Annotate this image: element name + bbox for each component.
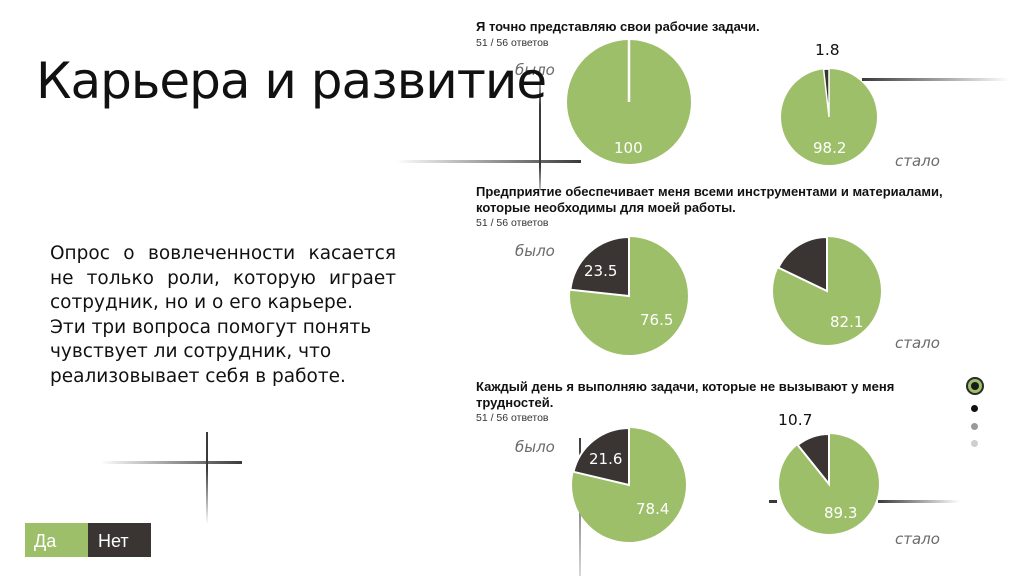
legend-item-no: Нет (88, 523, 151, 557)
pie-value-yes: 78.4 (636, 500, 670, 518)
description-line: Эти три вопроса помогут понять (50, 316, 372, 338)
response-count: 51 / 56 ответов (476, 412, 549, 424)
question-title-line: Каждый день я выполняю задачи, которые н… (476, 379, 895, 394)
pie-svg (773, 235, 881, 345)
pie-value-no: 10.7 (778, 411, 813, 429)
response-count: 51 / 56 ответов (476, 217, 549, 229)
question-title-line: которые необходимы для моей работы. (476, 200, 736, 215)
pie-svg (567, 40, 691, 164)
pie-chart-q2-after: 82.1 (773, 235, 881, 345)
label-before: было (515, 438, 555, 456)
label-before: было (515, 242, 555, 260)
question-title: Каждый день я выполняю задачи, которые н… (476, 379, 894, 411)
pie-chart-q3-before: 21.6 78.4 (572, 426, 686, 542)
decorative-line (878, 500, 960, 503)
question-title-line: трудностей. (476, 395, 554, 410)
pie-value-yes: 76.5 (640, 311, 674, 329)
decorative-line (769, 500, 777, 503)
label-after: стало (895, 530, 940, 548)
label-before: было (515, 61, 555, 79)
label-after: стало (895, 152, 940, 170)
page-title: Карьера и развитие (36, 52, 547, 110)
description-text: Опрос о вовлеченности касается не только… (50, 242, 396, 389)
question-title: Я точно представляю свои рабочие задачи. (476, 19, 760, 35)
pie-value-no: 1.8 (815, 41, 840, 59)
pie-value-no: 21.6 (589, 450, 623, 468)
label-after: стало (895, 334, 940, 352)
description-line: чувствует ли сотрудник, что (50, 341, 332, 362)
description-line: сотрудник, но и о его карьере. (50, 292, 354, 313)
question-title: Предприятие обеспечивает меня всеми инст… (476, 184, 943, 216)
pie-svg (569, 235, 688, 355)
description-line: не только роли, которую играет (50, 267, 396, 289)
pie-value-yes: 89.3 (824, 504, 858, 522)
decorative-line (206, 432, 208, 524)
pie-value-no: 23.5 (584, 262, 618, 280)
description-line: Опрос о вовлеченности касается (50, 243, 396, 264)
nav-dot-active[interactable] (966, 377, 984, 395)
decorative-line (539, 70, 541, 190)
pie-chart-q1-after: 98.2 (781, 68, 877, 165)
chart-legend: Да Нет (25, 523, 151, 557)
nav-dot[interactable] (971, 440, 978, 447)
decorative-line (862, 78, 1010, 81)
legend-item-yes: Да (25, 523, 88, 557)
pie-chart-q1-before: 100 (567, 40, 691, 164)
response-count: 51 / 56 ответов (476, 37, 549, 49)
nav-dot[interactable] (971, 405, 978, 412)
pie-svg (781, 68, 877, 165)
pie-value-yes: 98.2 (813, 139, 847, 157)
pie-chart-q2-before: 23.5 76.5 (569, 235, 688, 355)
nav-dot[interactable] (971, 423, 978, 430)
decorative-line (100, 461, 242, 464)
pie-value-yes: 100 (614, 139, 643, 157)
decorative-line (395, 160, 581, 163)
pie-value-yes: 82.1 (830, 313, 864, 331)
pie-svg (779, 432, 879, 534)
description-line: реализовывает себя в работе. (50, 365, 346, 387)
question-title-line: Предприятие обеспечивает меня всеми инст… (476, 184, 943, 199)
question-title-line: Я точно представляю свои рабочие задачи. (476, 19, 760, 34)
pie-svg (572, 426, 686, 542)
pie-chart-q3-after: 89.3 (779, 432, 879, 534)
